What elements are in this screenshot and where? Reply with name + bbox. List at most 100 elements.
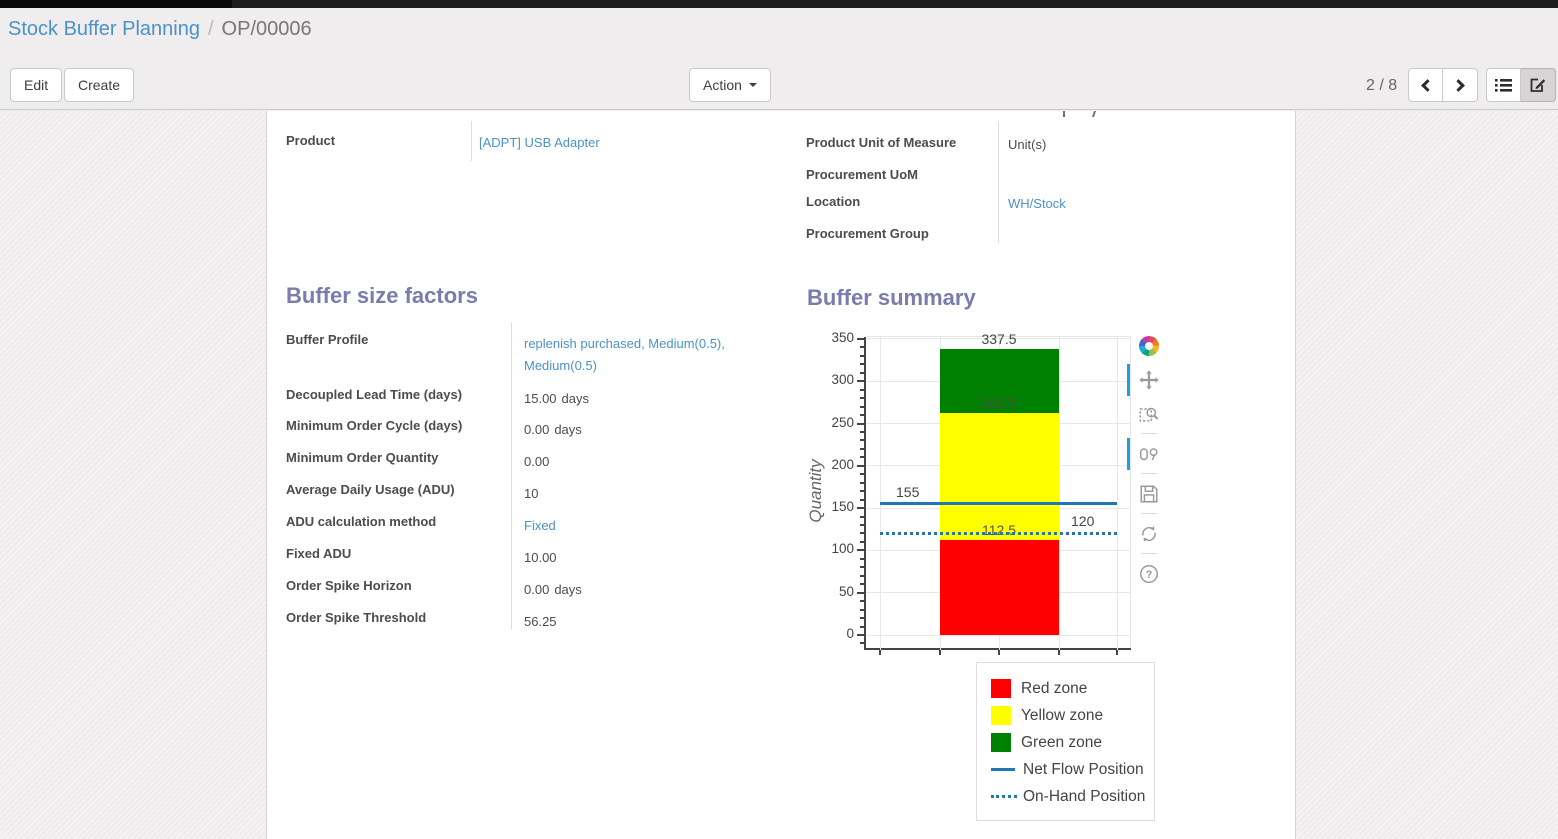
on-hand-position-line	[880, 531, 1117, 535]
box-zoom-icon[interactable]	[1136, 401, 1162, 427]
field-label: Order Spike Threshold	[286, 610, 427, 625]
y-tick	[860, 566, 864, 569]
legend-label: Yellow zone	[1021, 706, 1104, 724]
modebar-active-indicator	[1127, 364, 1130, 396]
field-label: Order Spike Horizon	[286, 578, 412, 593]
field-label: Procurement Group	[806, 226, 929, 241]
field-suffix: days	[554, 422, 582, 437]
zone-boundary-label: 112.5	[982, 521, 1016, 538]
gridline-v	[880, 337, 881, 650]
y-axis-line	[864, 337, 866, 650]
y-tick	[860, 600, 864, 603]
save-icon[interactable]	[1136, 481, 1162, 507]
zone-bar-green-zone	[939, 349, 1059, 413]
gridline-v	[1117, 337, 1118, 650]
pager-count: 2 / 8	[1366, 77, 1398, 94]
chevron-right-icon	[1452, 78, 1465, 92]
list-view-button[interactable]	[1486, 68, 1521, 102]
legend-item-on-hand-position[interactable]: On-Hand Position	[991, 783, 1154, 810]
y-tick	[860, 405, 864, 408]
x-axis-line	[864, 648, 1131, 650]
create-button[interactable]: Create	[64, 68, 135, 102]
y-tick	[860, 524, 864, 527]
y-tick	[860, 608, 864, 611]
product-field-value-link[interactable]: [ADPT] USB Adapter	[479, 135, 600, 150]
modebar-separator	[1141, 433, 1157, 434]
legend-swatch	[991, 795, 1017, 798]
control-panel: Edit Create Action 2 / 8	[0, 60, 1558, 110]
x-tick	[879, 650, 881, 655]
modebar-active-indicator	[1127, 438, 1130, 470]
buffer-size-factors-title: Buffer size factors	[286, 283, 478, 308]
field-value: 10	[524, 486, 539, 501]
legend-label: Red zone	[1021, 679, 1088, 697]
y-tick-label: 50	[838, 583, 854, 599]
help-icon[interactable]: ?	[1136, 561, 1162, 587]
x-tick	[1057, 650, 1060, 655]
line-value-label: 155	[896, 483, 920, 500]
field-value[interactable]: replenish purchased, Medium(0.5), Medium…	[524, 336, 725, 373]
y-tick	[860, 557, 864, 560]
field-label: Minimum Order Quantity	[286, 450, 439, 465]
pan-icon[interactable]	[1127, 364, 1162, 396]
legend-label: On-Hand Position	[1023, 787, 1146, 805]
action-dropdown-button[interactable]: Action	[689, 68, 771, 102]
field-value: 56.25	[524, 614, 557, 629]
y-tick	[860, 371, 864, 374]
field-separator	[511, 323, 512, 629]
legend-swatch	[991, 768, 1015, 771]
x-tick	[1116, 650, 1118, 655]
pager-nav	[1408, 68, 1478, 102]
reset-axes-icon[interactable]	[1136, 521, 1162, 547]
field-suffix: days	[554, 582, 582, 597]
field-label: Fixed ADU	[286, 546, 352, 561]
field-separator	[471, 121, 472, 161]
compare-hover-icon[interactable]	[1127, 438, 1162, 470]
zone-bar-yellow-zone	[939, 412, 1059, 540]
modebar-separator	[1141, 553, 1157, 554]
gridline-h	[866, 634, 1131, 636]
y-tick	[860, 473, 864, 476]
y-tick-label: 300	[831, 372, 854, 388]
net-flow-position-line	[880, 502, 1117, 506]
breadcrumb: Stock Buffer Planning / OP/00006	[8, 18, 312, 41]
pager-next-button[interactable]	[1443, 68, 1478, 102]
breadcrumb-parent-link[interactable]: Stock Buffer Planning	[8, 18, 200, 40]
y-tick	[860, 515, 864, 518]
y-tick-label: 200	[831, 456, 854, 472]
product-field-label: Product	[286, 133, 336, 148]
legend-item-net-flow-position[interactable]: Net Flow Position	[991, 756, 1154, 783]
y-tick	[860, 574, 864, 577]
legend-item-red-zone[interactable]: Red zone	[991, 675, 1154, 702]
clipped-text-remnant	[1063, 111, 1065, 117]
legend-swatch	[991, 706, 1011, 725]
buffer-summary-title: Buffer summary	[807, 285, 976, 310]
y-tick-label: 350	[831, 329, 854, 345]
legend-item-yellow-zone[interactable]: Yellow zone	[991, 702, 1154, 729]
field-label: Location	[806, 194, 861, 209]
form-view-button[interactable]	[1521, 68, 1556, 102]
content-background: Product [ADPT] USB Adapter Product Unit …	[0, 111, 1558, 839]
chart-y-axis-label: Quantity	[806, 459, 825, 523]
form-edit-icon	[1530, 78, 1546, 92]
edit-button[interactable]: Edit	[10, 68, 63, 102]
pager-previous-button[interactable]	[1408, 68, 1443, 102]
legend-item-green-zone[interactable]: Green zone	[991, 729, 1154, 756]
y-tick	[860, 583, 864, 586]
field-value: 10.00	[524, 550, 557, 565]
gridline-h	[866, 338, 1131, 340]
chart-modebar: ?	[1127, 333, 1164, 595]
y-tick	[860, 388, 864, 391]
view-switcher	[1486, 68, 1556, 102]
y-tick	[860, 617, 864, 620]
field-value: 0.00	[524, 582, 550, 597]
zone-boundary-label: 337.5	[981, 331, 1017, 348]
field-value[interactable]: Fixed	[524, 518, 556, 533]
y-tick	[857, 380, 864, 383]
field-value[interactable]: WH/Stock	[1008, 196, 1066, 211]
y-tick	[860, 456, 864, 459]
top-menu-bar-segment	[0, 0, 232, 8]
y-tick	[860, 625, 864, 628]
plotly-logo-icon[interactable]	[1136, 333, 1162, 359]
modebar-separator	[1141, 513, 1157, 514]
